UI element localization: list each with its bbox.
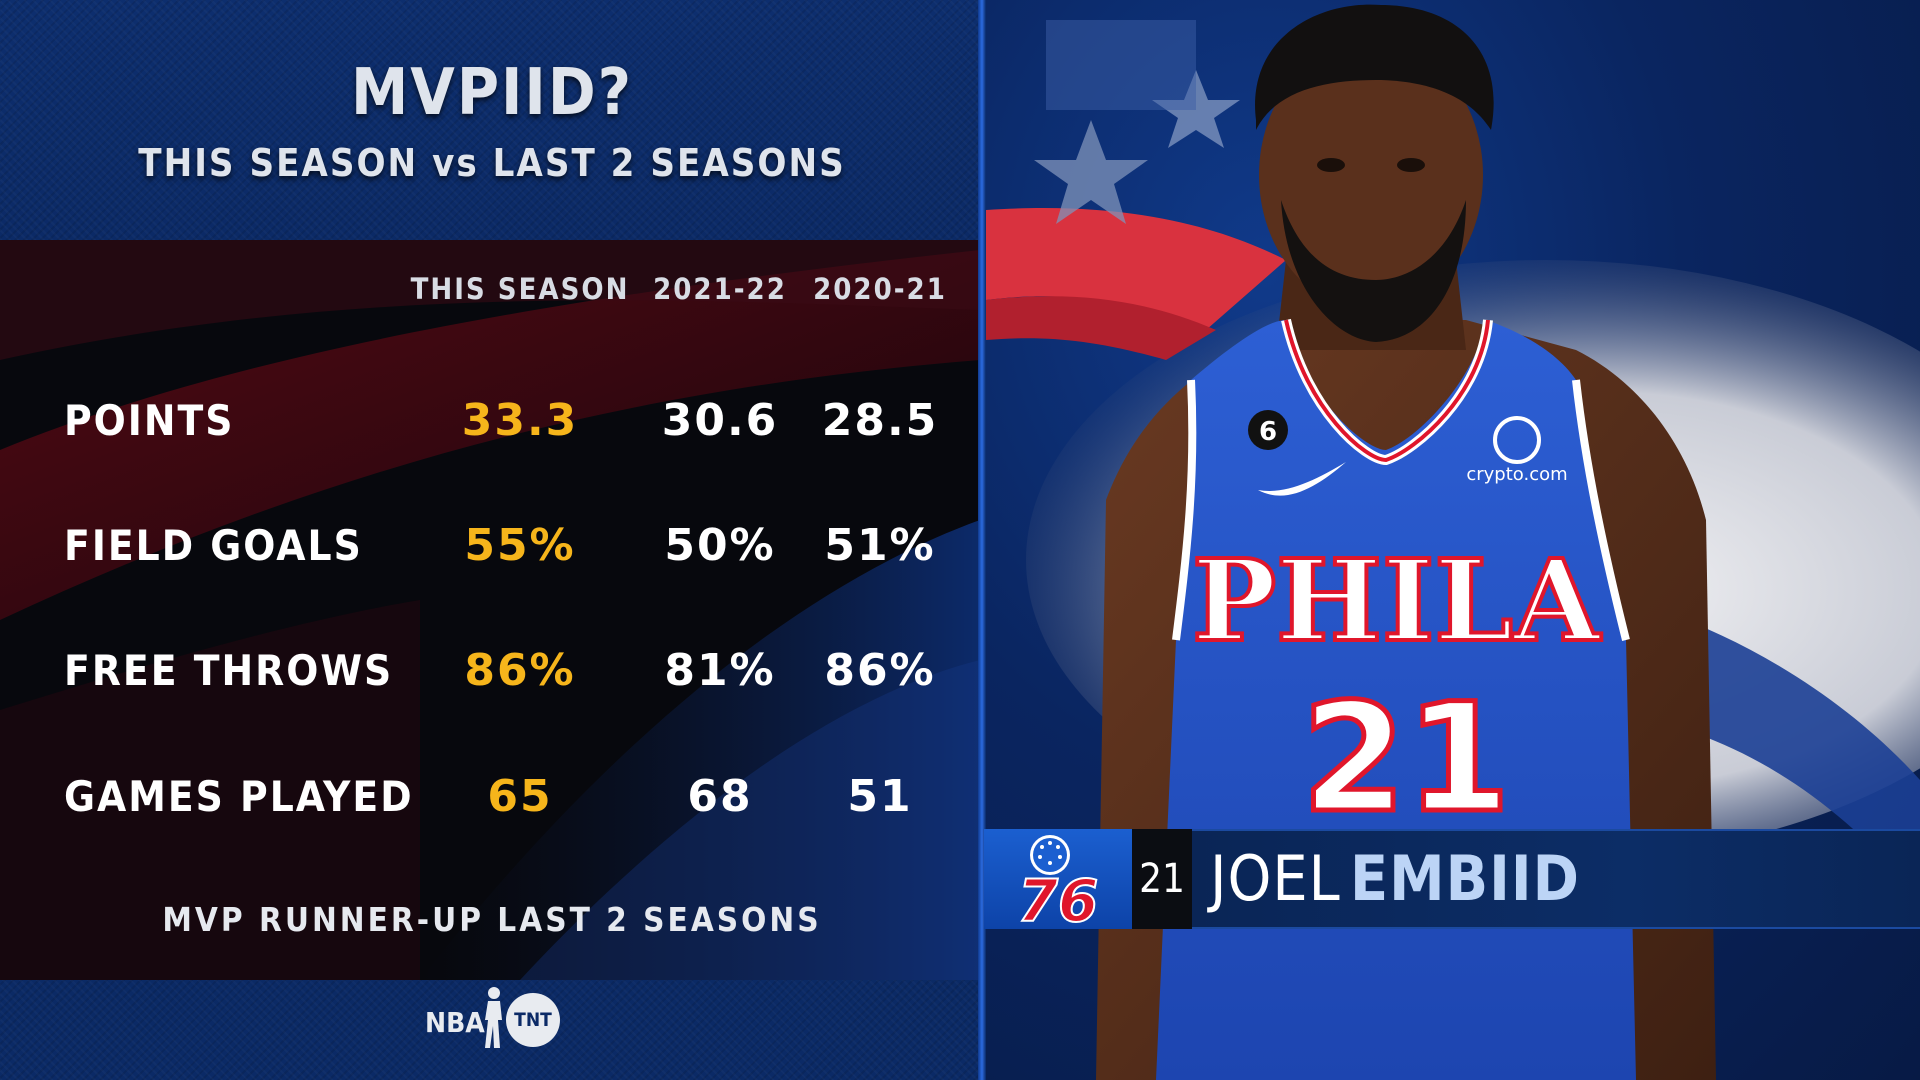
stat-row-points: POINTS 33.3 30.6 28.5 <box>0 386 980 456</box>
column-header-this-season: THIS SEASON <box>410 272 630 306</box>
nike-swoosh-icon <box>1258 462 1346 496</box>
jersey-patch: 6 <box>1259 417 1277 447</box>
column-header-2020-21: 2020-21 <box>813 272 947 306</box>
panel-divider <box>978 0 986 1080</box>
stat-label: GAMES PLAYED <box>64 772 414 821</box>
player-number-box: 21 <box>1132 829 1192 929</box>
stat-row-games-played: GAMES PLAYED 65 68 51 <box>0 762 980 832</box>
graphic-subtitle: THIS SEASON vs LAST 2 SEASONS <box>138 141 846 185</box>
stat-value-2021-22: 30.6 <box>661 395 779 446</box>
stat-value-2021-22: 68 <box>687 771 753 822</box>
tnt-logo: TNT <box>506 993 560 1047</box>
column-header-2021-22: 2021-22 <box>653 272 787 306</box>
stats-panel: MVPIID? THIS SEASON vs LAST 2 SEASONS <box>0 0 984 1080</box>
stat-value-this-season: 33.3 <box>461 395 579 446</box>
stat-value-this-season: 55% <box>464 520 576 571</box>
jersey-number: 21 <box>1302 672 1511 846</box>
stats-table <box>0 240 980 980</box>
stat-value-2020-21: 28.5 <box>821 395 939 446</box>
stat-value-2021-22: 81% <box>664 645 776 696</box>
stats-background-swoosh <box>0 240 980 980</box>
player-last-name: EMBIID <box>1350 842 1580 915</box>
team-logo-box: 76 <box>984 829 1132 929</box>
stat-value-this-season: 86% <box>464 645 576 696</box>
stat-label: FIELD GOALS <box>64 521 363 570</box>
stat-value-this-season: 65 <box>487 771 553 822</box>
stat-value-2020-21: 51 <box>847 771 913 822</box>
sponsor-text: crypto.com <box>1466 464 1567 485</box>
stat-label: FREE THROWS <box>64 646 394 695</box>
stat-row-free-throws: FREE THROWS 86% 81% 86% <box>0 636 980 706</box>
nba-silhouette-icon <box>485 987 502 1048</box>
player-name-box: JOEL EMBIID <box>1192 829 1920 929</box>
player-nameplate: 76 21 JOEL EMBIID <box>984 829 1920 929</box>
player-number: 21 <box>1139 856 1185 902</box>
stat-value-2021-22: 50% <box>664 520 776 571</box>
graphic-title: MVPIID? <box>350 56 634 130</box>
stat-label: POINTS <box>64 396 235 445</box>
team-logo-text: 76 <box>1018 867 1099 925</box>
stat-row-field-goals: FIELD GOALS 55% 50% 51% <box>0 511 980 581</box>
jersey-text: PHILA <box>1192 536 1602 667</box>
nba-logo: NBA <box>425 1006 485 1039</box>
footnote-mvp-runner-up: MVP RUNNER-UP LAST 2 SEASONS <box>162 900 822 939</box>
title-block: MVPIID? THIS SEASON vs LAST 2 SEASONS <box>0 0 984 238</box>
player-first-name: JOEL <box>1210 842 1341 915</box>
stat-value-2020-21: 51% <box>824 520 936 571</box>
stat-value-2020-21: 86% <box>824 645 936 696</box>
sixers-logo-icon: 76 <box>1017 835 1099 925</box>
